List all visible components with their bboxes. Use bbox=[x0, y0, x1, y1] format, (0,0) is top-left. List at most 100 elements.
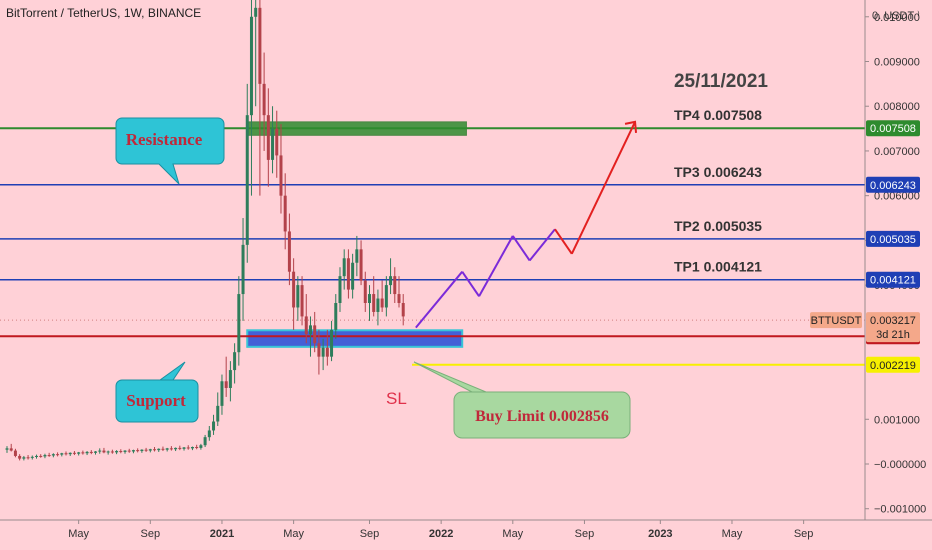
buy-limit-callout-label: Buy Limit 0.002856 bbox=[475, 408, 609, 425]
candle-body bbox=[372, 294, 376, 312]
candle-body bbox=[313, 325, 317, 344]
projection-path-layer bbox=[415, 120, 638, 329]
candle-body bbox=[115, 451, 119, 453]
candle-body bbox=[30, 456, 34, 458]
candle-body bbox=[110, 451, 114, 453]
candle-body bbox=[338, 276, 342, 304]
stop-loss-label: SL bbox=[386, 389, 407, 408]
candle-body bbox=[351, 262, 355, 290]
resistance-callout-box bbox=[115, 117, 225, 185]
projection-segment-6 bbox=[570, 121, 636, 255]
candle-body bbox=[85, 451, 89, 454]
price-tag-bg-5 bbox=[866, 356, 920, 373]
candle-body bbox=[43, 455, 47, 457]
date-label: 25/11/2021 bbox=[674, 71, 768, 92]
x-tick-label: May bbox=[722, 528, 743, 540]
candle-body bbox=[283, 195, 287, 232]
candles-layer bbox=[5, 0, 405, 461]
candle-body bbox=[102, 450, 106, 453]
candle-body bbox=[39, 455, 43, 457]
candle-body bbox=[9, 448, 13, 451]
candle-body bbox=[165, 448, 169, 450]
candle-body bbox=[64, 453, 68, 455]
candle-body bbox=[389, 276, 393, 286]
candle-body bbox=[123, 450, 127, 452]
candle-body bbox=[292, 271, 296, 308]
zones-layer bbox=[246, 121, 467, 348]
y-tick-label: 0.006000 bbox=[874, 191, 920, 203]
support-callout-label: Support bbox=[126, 391, 186, 410]
y-tick-label: 0.009000 bbox=[874, 57, 920, 69]
x-tick-label: Sep bbox=[360, 528, 380, 540]
x-tick-label: Sep bbox=[794, 528, 814, 540]
candle-body bbox=[72, 452, 76, 454]
candle-body bbox=[249, 16, 253, 116]
symbol-tag-bg bbox=[810, 312, 862, 329]
candle-body bbox=[233, 352, 237, 371]
candle-body bbox=[98, 450, 102, 452]
level-label-0: TP4 0.007508 bbox=[674, 107, 762, 123]
current-price-label: 0.003217 bbox=[870, 315, 916, 327]
x-tick-label: Sep bbox=[141, 528, 161, 540]
candle-body bbox=[68, 452, 72, 455]
projection-segment-1 bbox=[461, 271, 480, 297]
projection-segment-5 bbox=[554, 228, 573, 255]
candle-body bbox=[317, 343, 321, 357]
candle-body bbox=[266, 115, 270, 160]
candle-body bbox=[190, 447, 194, 449]
candle-body bbox=[397, 294, 401, 304]
candle-body bbox=[81, 452, 85, 454]
candle-body bbox=[203, 437, 207, 446]
candle-body bbox=[334, 303, 338, 330]
candle-body bbox=[330, 329, 334, 357]
y-tick-label: 0.007000 bbox=[874, 146, 920, 158]
candle-body bbox=[384, 285, 388, 308]
projection-segment-2 bbox=[478, 235, 514, 297]
price-tag-0: 0.007508 bbox=[870, 123, 916, 135]
projection-arrowhead bbox=[624, 120, 638, 133]
candle-body bbox=[271, 128, 275, 160]
price-tag-bg-2 bbox=[866, 230, 920, 247]
support-callout-box bbox=[115, 361, 199, 423]
projection-segment-3 bbox=[511, 235, 531, 262]
x-axis[interactable]: May Sep 2021 May Sep 2022 May Sep 2023 May Sep bbox=[68, 520, 813, 540]
candle-body bbox=[157, 448, 161, 451]
candle-body bbox=[195, 447, 199, 449]
price-tag-1: 0.006243 bbox=[870, 180, 916, 192]
candle-body bbox=[363, 280, 367, 304]
candle-body bbox=[169, 448, 173, 450]
candle-body bbox=[77, 452, 81, 454]
candle-body bbox=[89, 451, 93, 453]
candle-body bbox=[262, 83, 266, 116]
candle-body bbox=[148, 449, 152, 451]
projection-segment-4 bbox=[528, 228, 556, 262]
candle-body bbox=[380, 298, 384, 308]
candle-body bbox=[119, 451, 123, 453]
y-tick-label: −0.000000 bbox=[874, 459, 926, 471]
candle-body bbox=[127, 450, 131, 452]
level-label-3: TP1 0.004121 bbox=[674, 259, 762, 275]
current-price-bg bbox=[866, 312, 920, 343]
candle-body bbox=[304, 316, 308, 335]
symbol-tag: BTTUSDT bbox=[811, 315, 862, 327]
countdown-label: 3d 21h bbox=[876, 329, 910, 341]
candle-body bbox=[216, 405, 220, 422]
y-tick-label: −0.001000 bbox=[874, 504, 926, 516]
level-label-1: TP3 0.006243 bbox=[674, 164, 762, 180]
candle-body bbox=[207, 430, 211, 438]
candle-body bbox=[47, 455, 51, 457]
y-tick-label: 0.010000 bbox=[874, 12, 920, 24]
candle-body bbox=[186, 447, 190, 449]
projection-segment-0 bbox=[415, 271, 463, 329]
callouts-layer: Resistance Support SL Buy Limit 0.002856 bbox=[115, 117, 631, 439]
candle-body bbox=[199, 445, 203, 448]
candle-body bbox=[22, 457, 26, 459]
x-tick-label: May bbox=[283, 528, 304, 540]
candle-body bbox=[224, 381, 228, 388]
x-tick-label: 2021 bbox=[210, 528, 234, 540]
candle-body bbox=[321, 347, 325, 357]
candle-body bbox=[245, 115, 249, 245]
candle-body bbox=[144, 449, 148, 451]
